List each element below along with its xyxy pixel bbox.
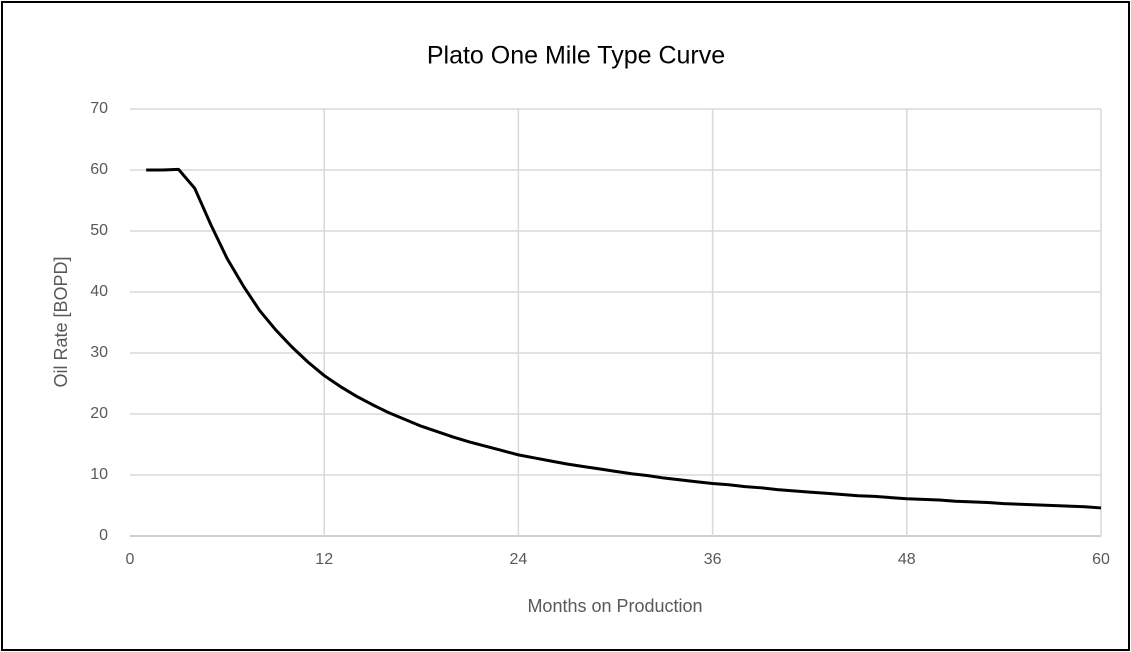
y-tick-label: 20 (90, 405, 108, 422)
x-tick-label: 24 (510, 551, 528, 568)
y-axis-label: Oil Rate [BOPD] (51, 256, 71, 387)
y-tick-label: 30 (90, 344, 108, 361)
y-tick-label: 10 (90, 466, 108, 483)
x-tick-label: 48 (898, 551, 916, 568)
y-tick-label: 70 (90, 100, 108, 117)
y-tick-label: 60 (90, 161, 108, 178)
x-tick-label: 60 (1092, 551, 1110, 568)
chart-title: Plato One Mile Type Curve (427, 42, 725, 70)
x-tick-label: 12 (315, 551, 333, 568)
line (146, 167, 1102, 510)
y-tick-label: 40 (90, 283, 108, 300)
x-axis-label: Months on Production (527, 596, 702, 616)
y-tick-label: 0 (99, 527, 108, 544)
x-tick-label: 0 (126, 551, 135, 568)
y-tick-label: 50 (90, 222, 108, 239)
x-tick-label: 36 (704, 551, 722, 568)
